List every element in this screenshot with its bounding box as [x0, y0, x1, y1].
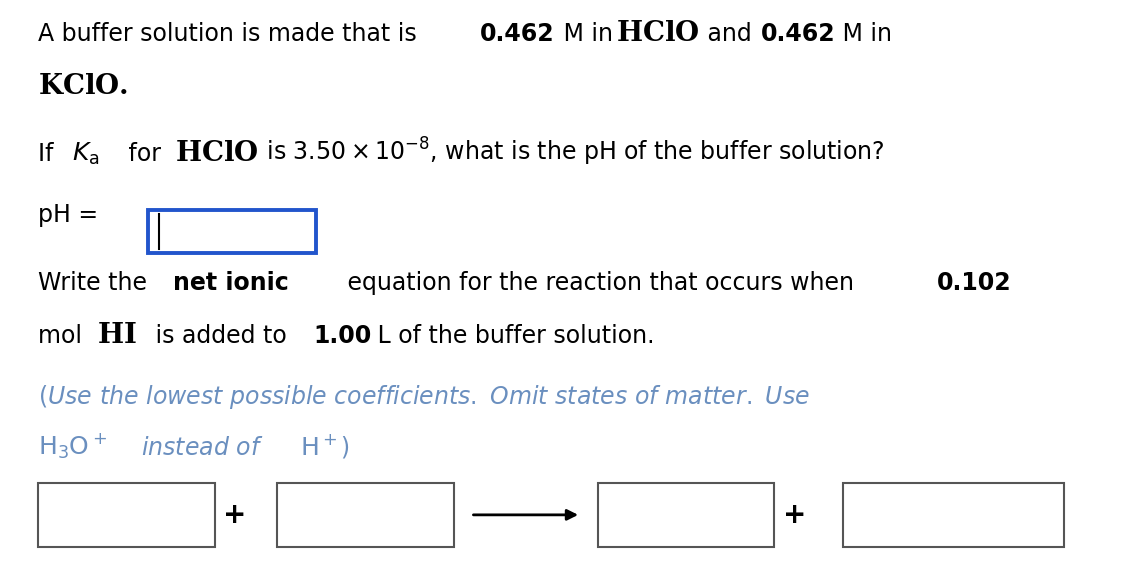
Text: $\mathit{(Use\ the\ lowest\ possible\ coefficients.\ Omit\ states\ of\ matter.\ : $\mathit{(Use\ the\ lowest\ possible\ co… — [38, 383, 810, 411]
Text: +: + — [783, 501, 807, 529]
Text: 1.00: 1.00 — [314, 324, 371, 348]
Text: A buffer solution is made that is: A buffer solution is made that is — [38, 22, 424, 45]
Text: pH =: pH = — [38, 203, 105, 227]
Text: equation for the reaction that occurs when: equation for the reaction that occurs wh… — [339, 270, 862, 295]
Text: L of the buffer solution.: L of the buffer solution. — [370, 324, 656, 348]
Text: net ionic: net ionic — [173, 270, 289, 295]
Text: $\mathdefault{HClO}$: $\mathdefault{HClO}$ — [175, 140, 259, 167]
Text: is $3.50 \times 10^{-8}$, what is the pH of the buffer solution?: is $3.50 \times 10^{-8}$, what is the pH… — [259, 136, 885, 168]
Text: $\mathdefault{HI}$: $\mathdefault{HI}$ — [97, 321, 138, 349]
Text: mol: mol — [38, 324, 89, 348]
Bar — [598, 483, 775, 547]
Text: $\mathit{instead\ of\ }$: $\mathit{instead\ of\ }$ — [141, 436, 264, 460]
Text: If: If — [38, 142, 61, 166]
Bar — [38, 483, 214, 547]
Text: Write the: Write the — [38, 270, 155, 295]
Text: M in: M in — [556, 22, 620, 45]
Bar — [277, 483, 454, 547]
Bar — [148, 210, 316, 253]
Bar — [842, 483, 1065, 547]
Text: $\mathit{K}_\mathrm{a}$: $\mathit{K}_\mathrm{a}$ — [72, 141, 100, 167]
Text: $\mathit{)}$: $\mathit{)}$ — [339, 434, 348, 460]
Text: 0.102: 0.102 — [937, 270, 1012, 295]
Text: $\mathdefault{KClO}$.: $\mathdefault{KClO}$. — [38, 73, 128, 100]
Text: for: for — [121, 142, 168, 166]
Text: 0.462: 0.462 — [761, 22, 835, 45]
Text: 0.462: 0.462 — [480, 22, 555, 45]
Text: is added to: is added to — [148, 324, 293, 348]
Text: M in: M in — [834, 22, 892, 45]
Text: $\mathdefault{HClO}$: $\mathdefault{HClO}$ — [617, 19, 700, 47]
Text: and: and — [700, 22, 760, 45]
Text: $\mathrm{H^+}$: $\mathrm{H^+}$ — [300, 435, 337, 460]
Text: $\mathrm{H_3O^+}$: $\mathrm{H_3O^+}$ — [38, 432, 108, 461]
Text: +: + — [223, 501, 246, 529]
